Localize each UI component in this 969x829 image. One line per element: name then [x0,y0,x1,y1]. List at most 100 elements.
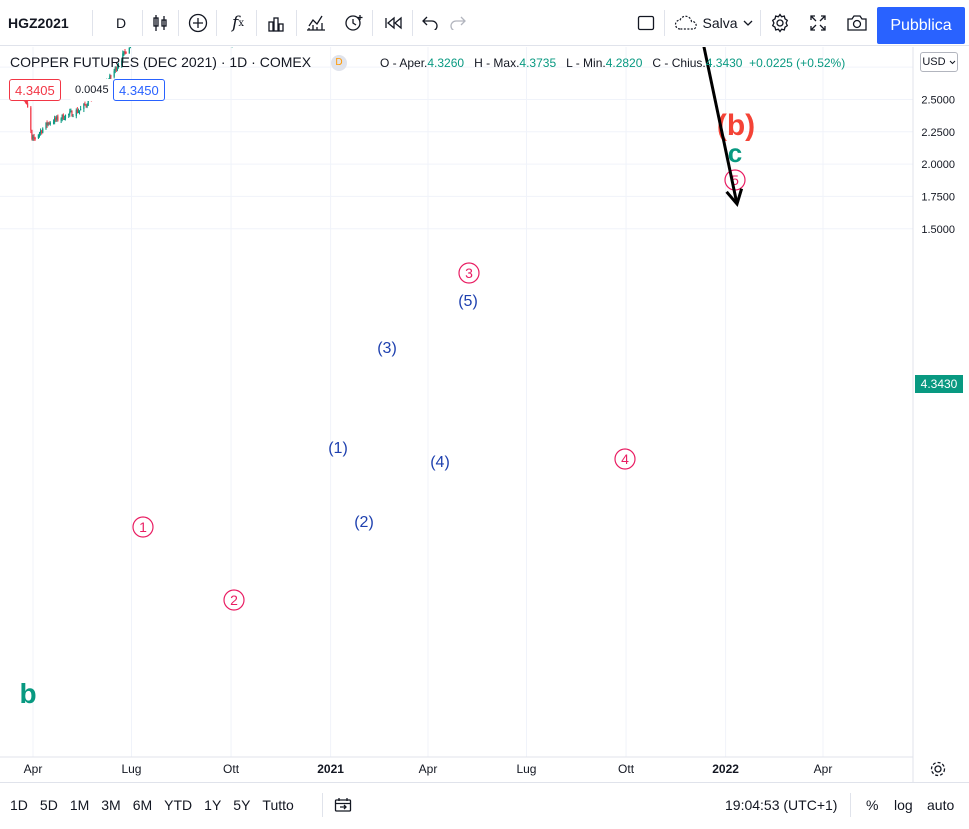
candle-2020-03-31 [31,130,33,139]
range-button-1y[interactable]: 1Y [204,797,222,813]
buy-price-box[interactable]: 4.3450 [113,79,165,101]
replay-icon[interactable] [382,0,406,46]
wave-label-w1-circle [132,516,154,538]
alert-clock-icon[interactable] [342,0,366,46]
last-price-label: 4.3430 [915,375,963,393]
range-button-tutto[interactable]: Tutto [262,797,294,813]
wave-label-b[interactable]: b [19,678,36,709]
toolbar-divider [142,10,143,36]
symbol-title[interactable]: COPPER FUTURES (DEC 2021) · 1D · COMEX [10,54,312,70]
range-button-3m[interactable]: 3M [101,797,121,813]
publish-button[interactable]: Pubblica [877,7,965,44]
range-button-5y[interactable]: 5Y [233,797,251,813]
auto-toggle[interactable]: auto [927,797,955,813]
candle-2020-06-30 [129,47,131,48]
toolbar-divider [178,10,179,36]
camera-icon[interactable] [844,0,870,46]
candle-2020-04-23 [56,116,58,120]
layout-icon[interactable] [634,0,658,46]
candles-icon[interactable] [148,0,172,46]
range-button-6m[interactable]: 6M [132,797,153,813]
time-axis[interactable]: Apr Lug Ott 2021 Apr Lug Ott 2022 Apr [0,756,946,777]
currency-select[interactable]: USD [920,52,958,72]
range-button-5d[interactable]: 5D [39,797,58,813]
wave-label-p3[interactable]: (3) [377,340,397,357]
fullscreen-icon[interactable] [806,0,830,46]
candle-2020-06-24 [123,51,125,54]
wave-label-w2[interactable]: 2 [223,589,245,611]
clock[interactable]: 19:04:53 (UTC+1) [725,797,838,813]
symbol-search[interactable]: HGZ2021 [8,15,69,31]
toolbar-divider [664,10,665,36]
gear-icon[interactable] [768,0,792,46]
time-tick-label: Lug [516,762,536,776]
candle-2020-05-08 [72,116,74,118]
wave-label-c[interactable]: c [728,138,742,168]
wave-label-w4-circle [614,448,636,470]
candle-2020-06-22 [121,60,123,66]
templates-icon[interactable] [264,0,288,46]
wave-label-p2[interactable]: (2) [354,514,374,531]
toolbar-divider [760,10,761,36]
candle-2020-05-05 [69,111,71,114]
candle-2020-04-29 [62,114,64,120]
range-button-1d[interactable]: 1D [10,797,28,813]
candle-2020-04-14 [46,122,48,125]
range-button-1m[interactable]: 1M [69,797,90,813]
low-label: L - Min. [566,56,606,70]
candle-2020-06-17 [115,67,117,71]
candle-2020-04-09 [41,130,43,133]
price-tick-label: 1.7500 [921,191,955,203]
log-toggle[interactable]: log [894,797,913,813]
candle-2020-04-21 [54,117,56,123]
candle-2020-06-12 [110,75,112,77]
time-tick-label: Ott [223,762,240,776]
open-value: 4.3260 [427,56,465,70]
price-tick-label: 2.2500 [921,127,955,139]
interval-button[interactable]: D [115,15,127,31]
wave-label-p1[interactable]: (1) [328,440,348,457]
redo-icon[interactable] [446,0,470,46]
time-tick-label: Lug [121,762,141,776]
compare-add-icon[interactable] [186,0,210,46]
candle-2020-04-28 [61,114,63,119]
candle-2020-04-27 [60,118,62,121]
wave-label-w2-text: 2 [230,592,238,608]
alert-chart-icon[interactable] [304,0,328,46]
candle-2020-05-13 [77,111,80,113]
range-button-ytd[interactable]: YTD [164,797,193,813]
wave-label-w3-text: 3 [465,265,473,281]
candle-2020-04-07 [38,132,41,135]
axis-settings-icon[interactable] [930,761,946,777]
chevron-down-icon[interactable] [742,0,754,46]
candle-2020-05-14 [78,110,81,112]
toolbar-divider [412,10,413,36]
low-value: 4.2820 [605,56,643,70]
price-tick-label: 2.5000 [921,94,955,106]
toolbar-divider [92,10,93,36]
undo-icon[interactable] [418,0,442,46]
percent-toggle[interactable]: % [866,797,879,813]
price-chart[interactable]: 2(5.7955)1.382(5.2285)1(4.8780)0(3.9605)… [0,47,969,782]
wave-label-w5[interactable]: 5 [724,169,746,191]
chevron-down-icon [949,60,955,64]
candle-2020-05-21 [86,105,88,107]
wave-label-w4[interactable]: 4 [614,448,636,470]
high-value: 4.3735 [519,56,557,70]
date-range-icon[interactable] [334,783,352,827]
sell-price-box[interactable]: 4.3405 [9,79,61,101]
chart-legend: COPPER FUTURES (DEC 2021) · 1D · COMEX D [10,54,347,72]
candle-2020-05-22 [87,100,89,106]
save-button[interactable]: Salva [702,15,738,31]
wave-label-p4[interactable]: (4) [430,454,450,471]
axis-settings-icon-hub [934,765,942,773]
wave-label-w1[interactable]: 1 [132,516,154,538]
candle-2020-04-08 [39,130,42,133]
wave-label-w3[interactable]: 3 [458,262,480,284]
wave-label-p5[interactable]: (5) [458,293,478,310]
close-label: C - Chius. [652,56,706,70]
